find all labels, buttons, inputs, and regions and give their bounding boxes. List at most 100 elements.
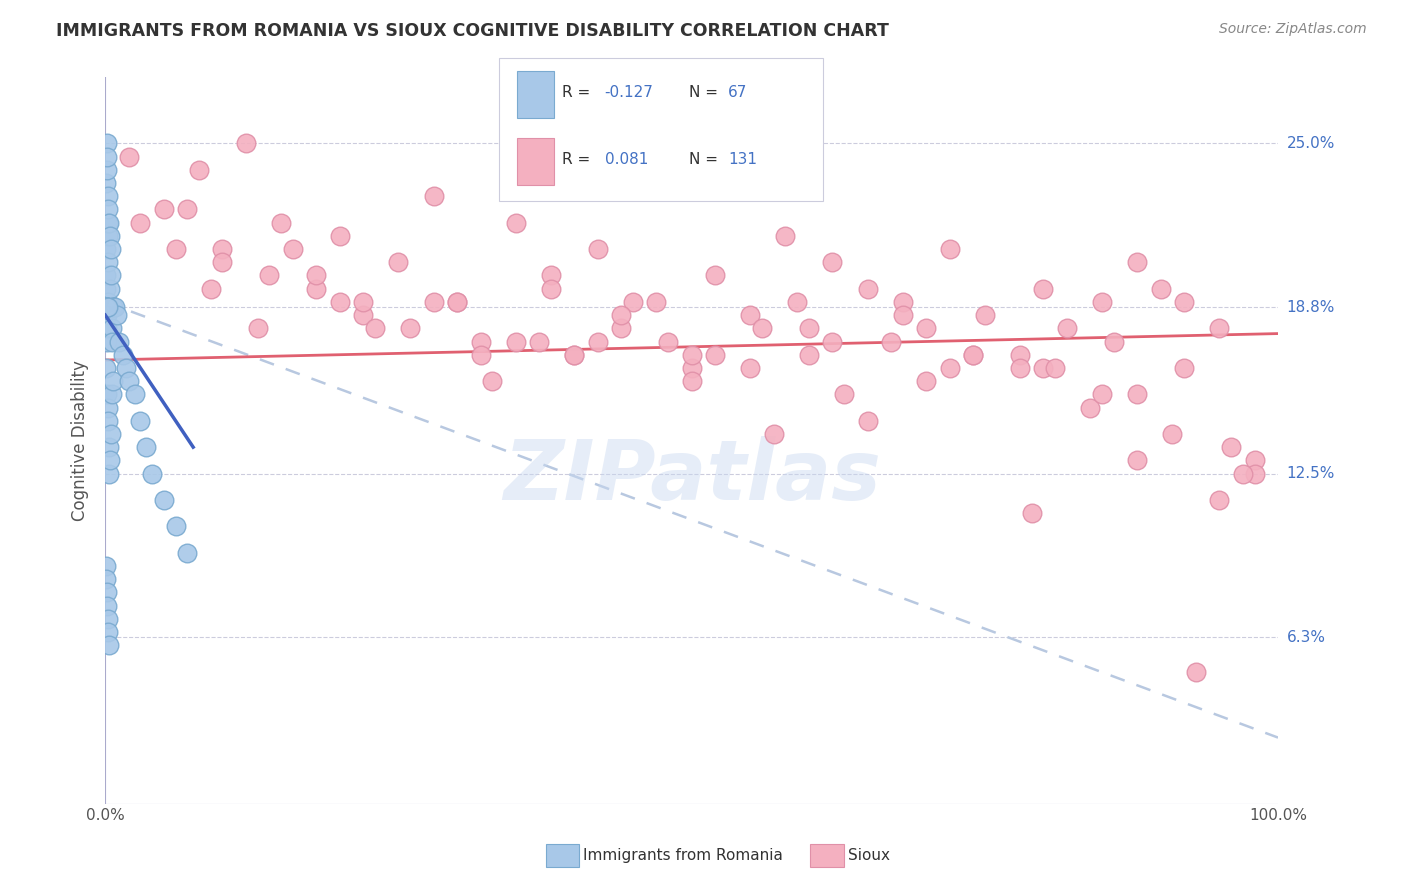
Point: [1126, 255, 1149, 269]
Point: [797, 321, 820, 335]
Text: Immigrants from Romania: Immigrants from Romania: [583, 848, 783, 863]
Point: [387, 255, 409, 269]
Point: [891, 294, 914, 309]
Point: [1150, 282, 1173, 296]
Point: [94, 558, 117, 573]
Point: [1008, 360, 1031, 375]
Point: [94, 242, 117, 256]
Text: Sioux: Sioux: [848, 848, 890, 863]
Point: [681, 348, 703, 362]
Point: [96, 300, 118, 314]
Point: [938, 360, 960, 375]
Point: [470, 348, 492, 362]
Point: [657, 334, 679, 349]
Point: [96, 572, 118, 586]
Point: [94, 300, 117, 314]
Point: [681, 360, 703, 375]
Point: [246, 321, 269, 335]
Point: [96, 294, 118, 309]
Point: [1126, 387, 1149, 401]
Point: [422, 189, 444, 203]
Point: [305, 282, 328, 296]
Point: [915, 374, 938, 388]
Point: [176, 202, 198, 217]
Point: [94, 300, 117, 314]
Point: [96, 321, 118, 335]
Point: [481, 374, 503, 388]
Point: [98, 300, 121, 314]
Point: [880, 334, 903, 349]
Point: [98, 453, 121, 467]
Text: IMMIGRANTS FROM ROMANIA VS SIOUX COGNITIVE DISABILITY CORRELATION CHART: IMMIGRANTS FROM ROMANIA VS SIOUX COGNITI…: [56, 22, 889, 40]
Point: [96, 300, 118, 314]
Point: [527, 334, 550, 349]
Point: [235, 136, 257, 151]
Point: [1032, 282, 1054, 296]
Point: [111, 348, 134, 362]
Point: [281, 242, 304, 256]
Point: [1102, 334, 1125, 349]
Text: N =: N =: [689, 86, 723, 100]
Point: [105, 308, 128, 322]
Point: [1021, 506, 1043, 520]
Point: [399, 321, 422, 335]
Point: [962, 348, 984, 362]
Point: [96, 360, 118, 375]
Point: [97, 216, 120, 230]
Point: [165, 242, 187, 256]
Point: [704, 348, 727, 362]
Point: [446, 294, 468, 309]
Point: [124, 387, 146, 401]
Point: [188, 162, 211, 177]
Point: [115, 360, 138, 375]
Text: R =: R =: [562, 153, 596, 167]
Point: [96, 585, 118, 599]
Point: [364, 321, 387, 335]
Point: [938, 242, 960, 256]
Point: [97, 202, 120, 217]
Point: [856, 414, 879, 428]
Text: R =: R =: [562, 86, 596, 100]
Point: [797, 348, 820, 362]
Point: [1173, 360, 1195, 375]
Text: 0.081: 0.081: [605, 153, 648, 167]
Point: [96, 308, 118, 322]
Text: 131: 131: [728, 153, 758, 167]
Point: [821, 334, 844, 349]
Point: [118, 150, 141, 164]
Point: [1008, 348, 1031, 362]
Point: [681, 374, 703, 388]
Point: [98, 300, 121, 314]
Point: [211, 242, 233, 256]
Text: ZIPatlas: ZIPatlas: [503, 436, 880, 517]
Point: [610, 321, 633, 335]
Point: [775, 228, 797, 243]
Point: [1220, 440, 1243, 454]
Point: [96, 300, 118, 314]
Point: [211, 255, 233, 269]
Point: [97, 228, 120, 243]
Point: [97, 300, 120, 314]
Point: [621, 294, 644, 309]
Point: [740, 360, 762, 375]
Point: [129, 414, 152, 428]
Point: [96, 136, 118, 151]
Point: [103, 374, 125, 388]
Point: [1208, 321, 1230, 335]
Point: [96, 401, 118, 415]
Point: [135, 440, 157, 454]
Point: [97, 638, 120, 652]
Point: [259, 268, 281, 283]
Point: [891, 308, 914, 322]
Text: N =: N =: [689, 153, 723, 167]
Point: [1232, 467, 1254, 481]
Point: [751, 321, 773, 335]
Text: 25.0%: 25.0%: [1286, 136, 1334, 151]
Point: [96, 599, 118, 613]
Text: -0.127: -0.127: [605, 86, 654, 100]
Point: [96, 300, 118, 314]
Point: [856, 282, 879, 296]
Point: [352, 294, 374, 309]
Point: [645, 294, 668, 309]
Point: [1243, 453, 1265, 467]
